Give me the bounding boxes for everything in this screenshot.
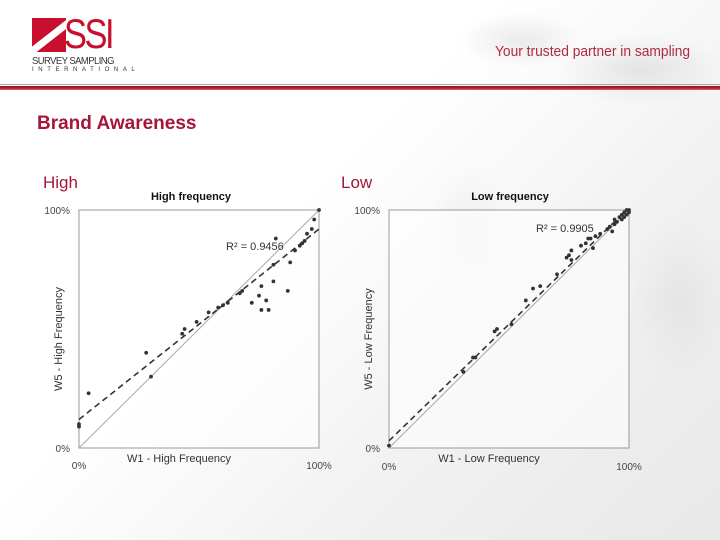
reference-line — [388, 209, 630, 449]
data-point — [266, 308, 271, 312]
header-divider — [0, 86, 720, 90]
data-point — [180, 331, 185, 336]
data-point — [619, 217, 624, 222]
data-point — [149, 374, 153, 379]
x-tick-min: 0% — [72, 461, 87, 472]
header: SSI SURVEY SAMPLING INTERNATIONAL Your t… — [0, 0, 720, 92]
data-point — [627, 208, 631, 212]
data-point — [216, 305, 221, 310]
data-point — [622, 215, 627, 220]
data-point — [206, 310, 211, 315]
y-tick-max: 100% — [44, 206, 70, 217]
data-point — [264, 298, 269, 303]
chart-title: High frequency — [151, 191, 232, 203]
x-tick-max: 100% — [306, 461, 332, 472]
chart-title: Low frequency — [471, 191, 550, 203]
data-point — [612, 217, 617, 222]
data-point — [567, 253, 571, 258]
logo-mark-icon — [32, 18, 66, 52]
data-point — [569, 248, 574, 253]
data-point — [588, 236, 593, 241]
data-point — [259, 284, 264, 289]
data-point — [509, 322, 514, 327]
data-point — [293, 248, 297, 253]
y-tick-min: 0% — [56, 444, 71, 455]
data-point — [569, 258, 574, 262]
data-point — [182, 327, 187, 331]
data-point — [288, 260, 293, 265]
ssi-logo: SSI SURVEY SAMPLING INTERNATIONAL — [32, 12, 135, 76]
data-point — [622, 210, 627, 215]
data-point — [591, 246, 595, 250]
data-point — [607, 224, 612, 229]
data-point — [305, 231, 309, 236]
data-point — [579, 243, 583, 248]
data-point — [77, 422, 81, 427]
data-point — [300, 241, 305, 246]
y-tick-min: 0% — [366, 444, 381, 455]
data-point — [619, 212, 624, 217]
data-point — [593, 234, 598, 239]
data-point — [617, 215, 622, 220]
section-label-high: High — [43, 173, 78, 192]
data-point — [583, 241, 588, 246]
data-point — [523, 298, 528, 303]
data-point — [317, 208, 321, 212]
data-point — [237, 291, 242, 296]
data-point — [221, 303, 225, 308]
data-point — [86, 391, 91, 396]
data-point — [615, 220, 619, 224]
x-axis-label: W1 - High Frequency — [127, 453, 231, 465]
section-label-low: Low — [341, 173, 373, 192]
logo-subtitle-2: INTERNATIONAL — [32, 67, 140, 73]
r-squared-label: R² = 0.9456 — [226, 241, 284, 253]
data-point — [555, 272, 559, 277]
y-axis-label: W5 - High Frequency — [53, 287, 65, 391]
data-point — [194, 319, 199, 324]
data-point — [302, 239, 307, 243]
data-point — [598, 231, 603, 236]
r-squared-label: R² = 0.9905 — [536, 223, 594, 235]
trendline — [78, 228, 320, 421]
data-point — [492, 329, 497, 334]
data-point — [564, 255, 569, 260]
data-point — [387, 443, 391, 448]
data-point — [461, 369, 466, 374]
data-point — [495, 327, 499, 331]
data-point — [473, 355, 478, 360]
logo-wordmark: SSI — [64, 10, 115, 57]
data-point — [285, 289, 290, 293]
data-point — [624, 212, 629, 217]
data-point — [312, 217, 317, 222]
header-divider-thin — [0, 84, 720, 85]
data-point — [225, 300, 230, 305]
trendline — [388, 209, 628, 442]
data-points — [387, 208, 631, 448]
data-point — [538, 284, 543, 289]
x-tick-min: 0% — [382, 462, 397, 473]
data-point — [271, 279, 276, 284]
data-point — [610, 229, 615, 234]
reference-line — [78, 209, 320, 449]
x-axis-label: W1 - Low Frequency — [438, 453, 540, 465]
data-point — [612, 222, 617, 227]
page-title: Brand Awareness — [37, 113, 197, 134]
y-tick-max: 100% — [354, 206, 380, 217]
data-point — [240, 289, 245, 293]
data-point — [605, 227, 610, 231]
data-point — [144, 350, 149, 355]
y-axis-label: W5 - Low Frequency — [363, 288, 375, 390]
data-point — [273, 236, 278, 241]
logo-subtitle: SURVEY SAMPLING — [32, 55, 114, 67]
data-point — [257, 293, 261, 298]
data-point — [531, 286, 535, 291]
data-point — [259, 308, 264, 312]
data-points — [77, 208, 321, 429]
data-point — [309, 227, 314, 231]
data-point — [271, 262, 276, 267]
data-point — [249, 300, 254, 305]
x-tick-max: 100% — [616, 462, 642, 473]
data-point — [297, 243, 302, 248]
tagline: Your trusted partner in sampling — [494, 43, 690, 60]
